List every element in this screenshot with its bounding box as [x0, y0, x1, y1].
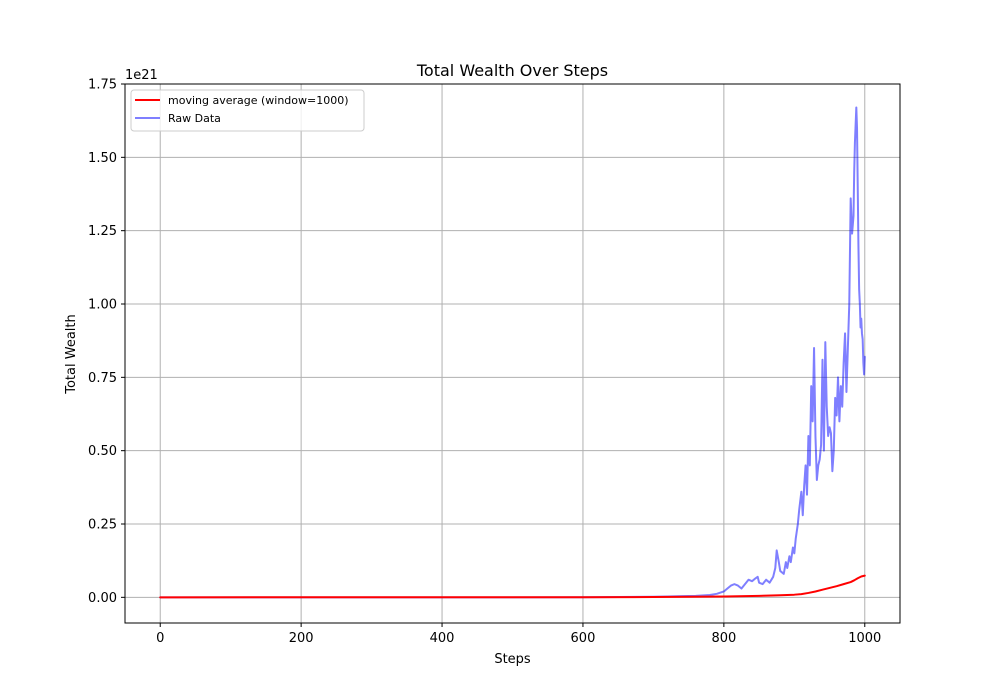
- legend-label-raw-data: Raw Data: [168, 112, 221, 125]
- y-tick-label: 1.00: [88, 298, 117, 313]
- y-tick-label: 1.75: [88, 78, 117, 93]
- x-axis-label: Steps: [494, 652, 531, 667]
- y-tick-label: 0.50: [88, 444, 117, 459]
- x-tick-label: 600: [571, 631, 596, 646]
- x-tick-label: 800: [711, 631, 736, 646]
- plot-frame: [124, 83, 901, 624]
- y-axis-label: Total Wealth: [64, 314, 79, 395]
- legend-label-moving-average: moving average (window=1000): [168, 94, 349, 107]
- y-tick-label: 1.50: [88, 151, 117, 166]
- series-lines: [159, 106, 866, 599]
- axis-ticks: 0 200 400 600 800 1000 0.00 0.25 0.50 0.75 1.00 1.2…: [88, 78, 881, 647]
- x-tick-label: 400: [430, 631, 455, 646]
- legend: moving average (window=1000) Raw Data: [130, 89, 365, 132]
- y-tick-label: 1.25: [88, 224, 117, 239]
- chart-title: Total Wealth Over Steps: [416, 61, 608, 80]
- y-tick-label: 0.25: [88, 518, 117, 533]
- x-tick-label: 0: [156, 631, 164, 646]
- y-tick-label: 0.00: [88, 591, 117, 606]
- y-tick-label: 0.75: [88, 371, 117, 386]
- y-axis-offset-label: 1e21: [125, 68, 158, 83]
- x-tick-label: 1000: [848, 631, 881, 646]
- legend-box: [130, 89, 365, 132]
- x-tick-label: 200: [289, 631, 314, 646]
- series-line-raw-data: [159, 106, 866, 599]
- series-line-moving-average: [159, 574, 866, 599]
